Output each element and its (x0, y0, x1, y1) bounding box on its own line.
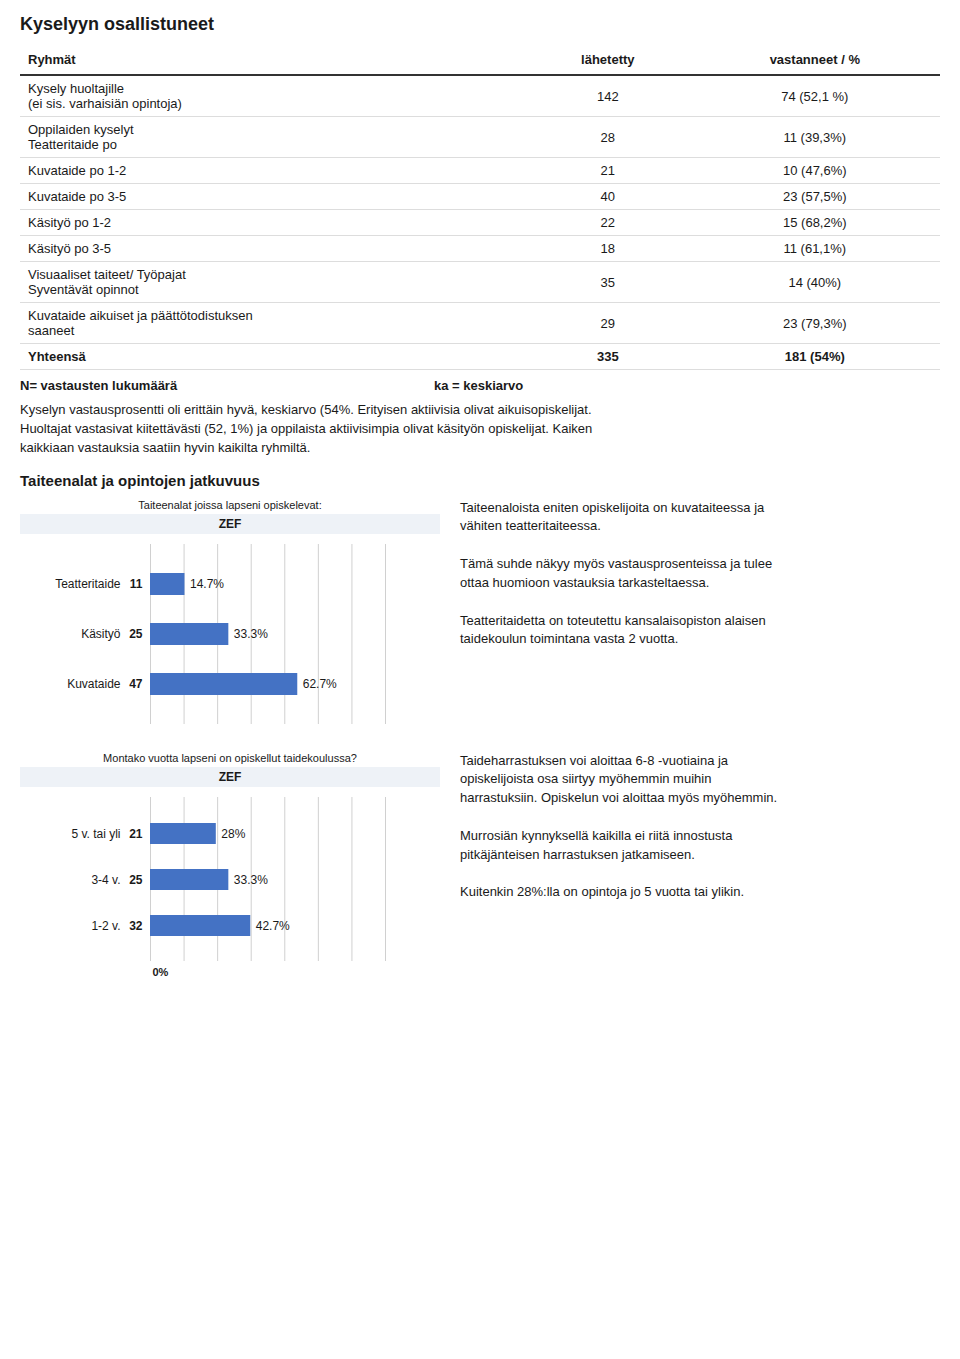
html-text:Montako vuotta lapseni on opis: Montako vuotta lapseni on opiskellut tai… (103, 751, 357, 764)
html-text:11 (39,3%): 11 (39,3%) (783, 129, 847, 145)
svg-text:Kuvataide: Kuvataide (67, 677, 121, 691)
html-text:15 (68,2%): 15 (68,2%) (783, 215, 847, 230)
html-text:14 (40%): 14 (40%) (788, 274, 842, 290)
html-text:N= vastausten lukumäärä: N= vastausten lukumäärä (20, 378, 178, 393)
html-text:Kysely huoltajille (ei sis. va: Kysely huoltajille (ei sis. varhaisiän o… (28, 81, 182, 111)
html-text:Käsityö po 3-5: Käsityö po 3-5 (28, 241, 112, 256)
html-text:181 (54%): 181 (54%) (784, 349, 845, 364)
svg-text:32: 32 (129, 918, 143, 932)
svg-text:0%: 0% (153, 965, 169, 977)
html-text:Taiteenalat ja opintojen jatku: Taiteenalat ja opintojen jatkuvuus (20, 471, 260, 489)
html-text:ZEF: ZEF (218, 516, 242, 531)
svg-text:Teatteritaide: Teatteritaide (55, 577, 121, 591)
html-text:29: 29 (600, 315, 615, 331)
html-text:18: 18 (600, 241, 615, 256)
html-text:Kyselyyn osallistuneet: Kyselyyn osallistuneet (20, 14, 215, 34)
svg-text:5 v. tai yli: 5 v. tai yli (71, 826, 120, 840)
html-text:22: 22 (600, 215, 615, 230)
svg-text:1-2 v.: 1-2 v. (91, 918, 120, 932)
svg-text:42.7%: 42.7% (256, 918, 290, 932)
html-text:23 (79,3%): 23 (79,3%) (783, 315, 847, 331)
html-text:ZEF: ZEF (218, 769, 242, 784)
html-text:Kuvataide po 1-2: Kuvataide po 1-2 (28, 163, 127, 178)
svg-text:3-4 v.: 3-4 v. (91, 872, 120, 886)
html-text:Kuvataide po 3-5: Kuvataide po 3-5 (28, 189, 127, 204)
html-text:Taiteenalat joissa lapseni opi: Taiteenalat joissa lapseni opiskelevat: (138, 498, 322, 511)
svg-text:14.7%: 14.7% (190, 577, 224, 591)
html-text:10 (47,6%): 10 (47,6%) (783, 163, 847, 178)
html-text:28: 28 (600, 129, 615, 145)
html-text:Ryhmät: Ryhmät (28, 52, 76, 67)
html-text:Käsityö po 1-2: Käsityö po 1-2 (28, 215, 112, 230)
html-text:Kyselyn vastausprosentti oli e: Kyselyn vastausprosentti oli erittäin hy… (20, 402, 593, 455)
html-text:Kuvataide aikuiset ja päättöto: Kuvataide aikuiset ja päättötodistuksen … (28, 308, 253, 338)
html-text:vastanneet / %: vastanneet / % (769, 52, 860, 67)
svg-text:21: 21 (129, 826, 143, 840)
html-text:Visuaaliset taiteet/ Työpajat: Visuaaliset taiteet/ Työpajat Syventävät… (28, 267, 186, 297)
html-text:335: 335 (596, 349, 619, 364)
svg-text:33.3%: 33.3% (234, 627, 268, 641)
html-text:ka = keskiarvo: ka = keskiarvo (434, 378, 524, 393)
svg-text:28%: 28% (221, 826, 245, 840)
svg-text:33.3%: 33.3% (234, 872, 268, 886)
html-text:lähetetty: lähetetty (581, 52, 635, 67)
svg-text:62.7%: 62.7% (303, 677, 337, 691)
html-text:35: 35 (600, 274, 615, 290)
svg-text:47: 47 (129, 677, 143, 691)
svg-text:25: 25 (129, 872, 143, 886)
html-text:Taiteenaloista eniten opiskeli: Taiteenaloista eniten opiskelijoita on k… (460, 499, 773, 647)
html-text:Taideharrastuksen voi aloittaa: Taideharrastuksen voi aloittaa 6-8 -vuot… (460, 752, 778, 900)
html-text:Yhteensä: Yhteensä (28, 349, 86, 364)
html-text:23 (57,5%): 23 (57,5%) (783, 189, 847, 204)
svg-text:25: 25 (129, 627, 143, 641)
html-text:142: 142 (596, 88, 619, 104)
html-text:Oppilaiden kyselyt Teatteritai: Oppilaiden kyselyt Teatteritaide po (28, 122, 134, 152)
html-text:74 (52,1 %): 74 (52,1 %) (781, 88, 849, 104)
svg-text:11: 11 (130, 577, 143, 591)
html-text:21: 21 (600, 163, 615, 178)
svg-text:Käsityö: Käsityö (81, 627, 121, 641)
html-text:40: 40 (600, 189, 615, 204)
html-text:11 (61,1%): 11 (61,1%) (783, 241, 847, 256)
